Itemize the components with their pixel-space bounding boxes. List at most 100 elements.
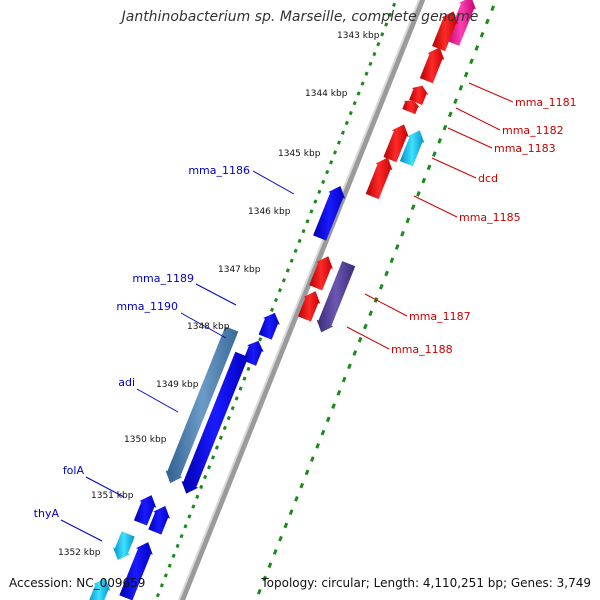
track-dot xyxy=(289,258,294,263)
gene-label-mma-1189[interactable]: mma_1189 xyxy=(132,272,194,285)
track-dot xyxy=(273,297,279,303)
track-dot xyxy=(187,514,192,519)
track-dot xyxy=(368,61,373,67)
gene-feature[interactable] xyxy=(432,11,459,52)
track-dot xyxy=(203,474,208,480)
track-dot xyxy=(416,191,421,197)
track-dot xyxy=(278,535,283,542)
track-dot xyxy=(348,110,353,116)
gene-feature[interactable] xyxy=(316,261,356,333)
gene-label-mma-1183[interactable]: mma_1183 xyxy=(494,142,556,155)
label-connector xyxy=(252,170,295,195)
gene-label-mma-1187[interactable]: mma_1187 xyxy=(409,310,471,323)
track-dot xyxy=(368,310,374,317)
gene-label-adi[interactable]: adi xyxy=(118,376,135,389)
track-dot xyxy=(214,445,220,450)
track-dot xyxy=(313,199,318,204)
track-dot xyxy=(234,396,239,401)
track-dot xyxy=(410,204,416,211)
gene-feature[interactable] xyxy=(181,351,249,494)
gene-label-mma-1185[interactable]: mma_1185 xyxy=(459,211,521,224)
track-dot xyxy=(485,18,490,25)
track-dot xyxy=(179,533,184,539)
label-connector xyxy=(195,283,237,306)
track-dot xyxy=(309,209,314,214)
track-dot xyxy=(384,22,389,27)
gene-feature[interactable] xyxy=(383,124,409,163)
track-dot xyxy=(325,416,331,423)
track-dot xyxy=(344,120,349,126)
gene-feature[interactable] xyxy=(88,578,111,600)
track-dot xyxy=(479,31,485,38)
label-connector xyxy=(346,326,390,350)
track-dot xyxy=(210,455,216,460)
track-dot xyxy=(317,189,322,194)
accession-text: Accession: NC_009659 xyxy=(9,576,146,590)
kbp-tick-label: 1344 kbp xyxy=(305,89,348,99)
gene-feature[interactable] xyxy=(113,531,135,560)
track-dot xyxy=(285,268,290,273)
gene-label-dcd[interactable]: dcd xyxy=(478,172,498,185)
gene-feature[interactable] xyxy=(309,256,333,291)
track-dot xyxy=(380,32,385,37)
track-dot xyxy=(426,164,432,171)
gene-label-mma-1186[interactable]: mma_1186 xyxy=(188,164,250,177)
track-dot xyxy=(320,429,326,436)
gene-feature[interactable] xyxy=(258,312,280,340)
gene-feature-pink[interactable] xyxy=(446,0,476,46)
gene-feature[interactable] xyxy=(399,130,425,167)
track-dot xyxy=(331,403,336,409)
track-dot xyxy=(432,151,437,158)
gene-label-thya[interactable]: thyA xyxy=(34,507,60,520)
gene-feature[interactable] xyxy=(165,326,239,484)
label-connector xyxy=(85,476,125,498)
label-connector xyxy=(60,519,103,542)
track-dot xyxy=(442,124,448,131)
track-dot xyxy=(321,179,326,185)
label-connector xyxy=(364,293,408,317)
gene-feature[interactable] xyxy=(297,291,321,322)
gene-label-mma-1181[interactable]: mma_1181 xyxy=(515,96,577,109)
label-connector xyxy=(136,388,179,413)
gene-label-mma-1188[interactable]: mma_1188 xyxy=(391,343,453,356)
gene-feature[interactable] xyxy=(365,157,393,200)
track-dot xyxy=(325,169,330,175)
track-dot xyxy=(469,58,474,65)
track-dot xyxy=(305,219,310,224)
track-dot xyxy=(363,323,368,330)
track-dot xyxy=(159,583,164,588)
track-dot xyxy=(226,415,231,421)
gene-label-fola[interactable]: folA xyxy=(63,464,85,477)
gene-feature[interactable] xyxy=(133,495,157,526)
gene-feature[interactable] xyxy=(313,186,346,241)
track-dot xyxy=(155,592,160,598)
track-dot xyxy=(392,2,397,8)
track-dot xyxy=(301,228,306,234)
gene-label-mma-1190[interactable]: mma_1190 xyxy=(116,300,178,313)
track-dot xyxy=(304,469,310,476)
track-dot xyxy=(207,465,212,470)
track-dot xyxy=(175,543,180,549)
map-title: Janthinobacterium sp. Marseille, complet… xyxy=(121,9,479,25)
track-dot xyxy=(310,456,315,463)
gene-feature[interactable] xyxy=(409,85,429,105)
track-dot xyxy=(347,363,352,370)
genome-summary-text: Topology: circular; Length: 4,110,251 bp… xyxy=(261,576,591,590)
track-dot xyxy=(356,91,361,96)
track-dot xyxy=(222,425,227,431)
gene-feature[interactable] xyxy=(243,340,264,366)
gene-feature[interactable] xyxy=(148,506,170,535)
track-dot xyxy=(246,366,251,372)
kbp-tick-label: 1347 kbp xyxy=(218,265,261,275)
track-dot xyxy=(388,12,393,17)
gene-feature[interactable] xyxy=(419,47,445,84)
gene-feature[interactable] xyxy=(402,100,421,115)
kbp-tick-label: 1343 kbp xyxy=(337,31,380,41)
gene-label-mma-1182[interactable]: mma_1182 xyxy=(502,124,564,137)
track-dot xyxy=(474,45,480,51)
track-dot xyxy=(242,376,247,381)
gene-feature[interactable] xyxy=(119,542,153,600)
track-dot xyxy=(376,42,381,47)
track-dot xyxy=(258,337,263,342)
